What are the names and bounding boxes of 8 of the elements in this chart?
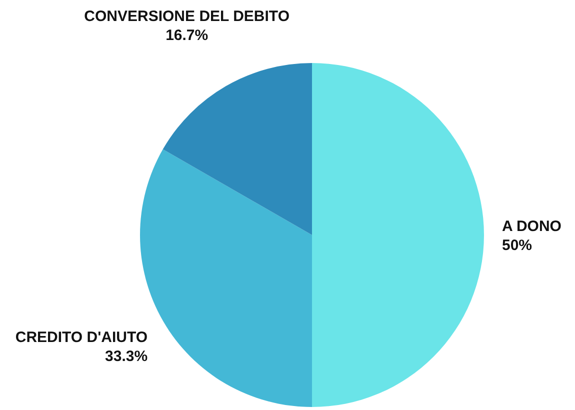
data-label: 50% xyxy=(502,237,532,254)
data-label: 33.3% xyxy=(105,348,148,366)
pie-slice xyxy=(162,63,312,235)
slice-label: CREDITO D'AIUTO xyxy=(15,329,148,346)
data-label: 16.7% xyxy=(166,27,208,44)
slice-label: CONVERSIONE DEL DEBITO xyxy=(84,8,290,25)
slice-label: A DONO xyxy=(502,218,562,235)
pie-slice xyxy=(312,63,484,407)
